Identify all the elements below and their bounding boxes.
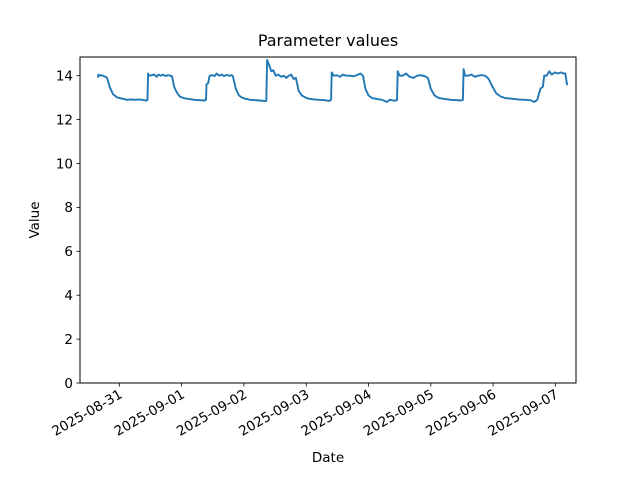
y-tick-label: 8 (64, 200, 73, 216)
y-tick-label: 10 (56, 156, 73, 172)
plot-area (80, 57, 576, 383)
y-tick-label: 0 (64, 376, 73, 392)
x-axis-ticks: 2025-08-312025-09-012025-09-022025-09-03… (49, 383, 561, 440)
y-tick-label: 2 (64, 332, 73, 348)
data-line-series (97, 58, 568, 103)
x-axis-label: Date (312, 450, 344, 466)
y-tick-label: 12 (56, 112, 73, 128)
y-axis-label: Value (27, 201, 43, 238)
chart-title: Parameter values (258, 31, 398, 50)
plot-border (79, 56, 577, 384)
y-tick-label: 6 (64, 244, 73, 260)
y-tick-label: 4 (64, 288, 73, 304)
y-tick-label: 14 (56, 68, 73, 84)
y-axis-ticks: 0 2 4 6 8 10 12 14 (56, 68, 80, 392)
x-tick-label: 2025-09-07 (485, 387, 561, 440)
